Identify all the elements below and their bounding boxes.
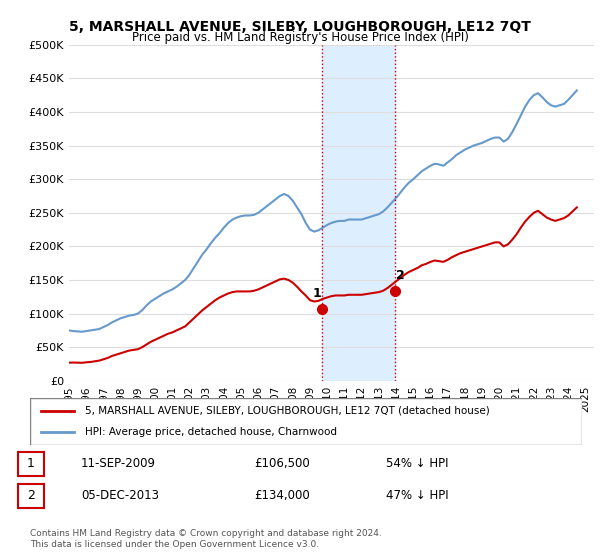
Text: 5, MARSHALL AVENUE, SILEBY, LOUGHBOROUGH, LE12 7QT (detached house): 5, MARSHALL AVENUE, SILEBY, LOUGHBOROUGH… bbox=[85, 406, 490, 416]
Text: Contains HM Land Registry data © Crown copyright and database right 2024.
This d: Contains HM Land Registry data © Crown c… bbox=[30, 529, 382, 549]
Text: 05-DEC-2013: 05-DEC-2013 bbox=[81, 489, 159, 502]
Text: £134,000: £134,000 bbox=[254, 489, 310, 502]
Text: 1: 1 bbox=[27, 458, 35, 470]
Text: £106,500: £106,500 bbox=[254, 458, 310, 470]
Text: HPI: Average price, detached house, Charnwood: HPI: Average price, detached house, Char… bbox=[85, 427, 337, 437]
FancyBboxPatch shape bbox=[18, 483, 44, 508]
Bar bbox=[322, 45, 395, 381]
FancyBboxPatch shape bbox=[30, 398, 582, 445]
Text: 2: 2 bbox=[395, 269, 404, 282]
FancyBboxPatch shape bbox=[18, 452, 44, 476]
Text: 47% ↓ HPI: 47% ↓ HPI bbox=[386, 489, 449, 502]
Text: 5, MARSHALL AVENUE, SILEBY, LOUGHBOROUGH, LE12 7QT: 5, MARSHALL AVENUE, SILEBY, LOUGHBOROUGH… bbox=[69, 20, 531, 34]
Text: Price paid vs. HM Land Registry's House Price Index (HPI): Price paid vs. HM Land Registry's House … bbox=[131, 31, 469, 44]
Text: 11-SEP-2009: 11-SEP-2009 bbox=[81, 458, 156, 470]
Text: 2: 2 bbox=[27, 489, 35, 502]
Text: 54% ↓ HPI: 54% ↓ HPI bbox=[386, 458, 449, 470]
Text: 1: 1 bbox=[313, 287, 322, 300]
